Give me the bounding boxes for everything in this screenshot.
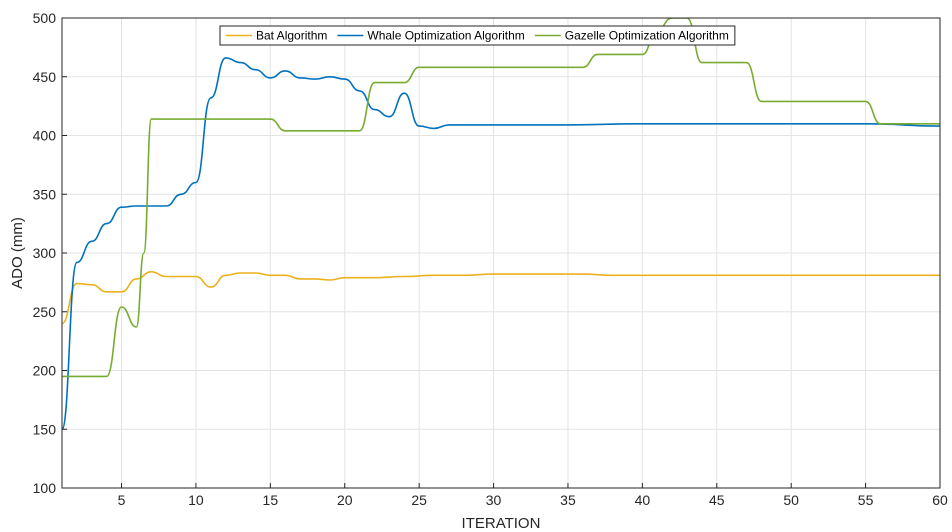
y-tick-label: 300 bbox=[33, 245, 57, 261]
y-tick-label: 450 bbox=[33, 69, 57, 85]
x-tick-label: 30 bbox=[486, 492, 502, 508]
series-line-2 bbox=[62, 57, 940, 431]
x-tick-label: 50 bbox=[783, 492, 799, 508]
y-tick-label: 400 bbox=[33, 128, 57, 144]
series-lines bbox=[62, 18, 940, 431]
y-tick-label: 350 bbox=[33, 186, 57, 202]
x-tick-label: 35 bbox=[560, 492, 576, 508]
x-tick-label: 45 bbox=[709, 492, 725, 508]
x-tick-label: 5 bbox=[118, 492, 126, 508]
x-tick-label: 20 bbox=[337, 492, 353, 508]
series-line-3 bbox=[62, 18, 940, 378]
y-tick-label: 500 bbox=[33, 10, 57, 26]
x-tick-label: 60 bbox=[932, 492, 948, 508]
series-line-1 bbox=[62, 270, 940, 325]
x-tick-label: 25 bbox=[411, 492, 427, 508]
y-tick-label: 250 bbox=[33, 304, 57, 320]
legend-box bbox=[219, 25, 736, 46]
y-tick-label: 200 bbox=[33, 363, 57, 379]
x-tick-label: 55 bbox=[858, 492, 874, 508]
x-tick-label: 10 bbox=[188, 492, 204, 508]
x-tick-label: 15 bbox=[263, 492, 279, 508]
grid-lines bbox=[62, 18, 940, 488]
legend-label-2: Whale Optimization Algorithm bbox=[367, 29, 524, 43]
x-axis-label: ITERATION bbox=[462, 515, 541, 532]
y-tick-label: 100 bbox=[33, 480, 57, 496]
legend-label-3: Gazelle Optimization Algorithm bbox=[565, 29, 729, 43]
x-tick-label: 40 bbox=[635, 492, 651, 508]
axis-ticks: 5 10 15 20 25 30 35 40 45 50 55 60 100 150 200 250 300 35… bbox=[33, 10, 948, 508]
y-axis-label: ADO (mm) bbox=[9, 217, 26, 289]
legend: Bat Algorithm Whale Optimization Algorith… bbox=[219, 25, 736, 46]
y-tick-label: 150 bbox=[33, 421, 57, 437]
legend-label-1: Bat Algorithm bbox=[256, 29, 327, 43]
